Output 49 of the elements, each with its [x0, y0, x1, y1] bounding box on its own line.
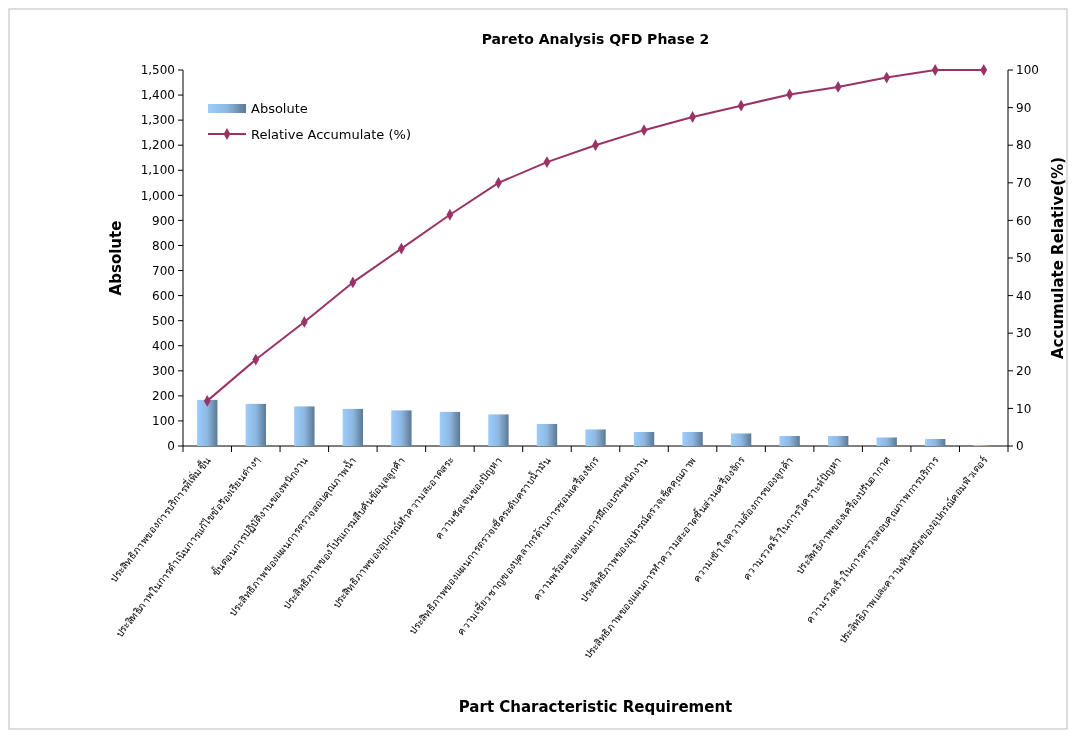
- y2-tick-label: 0: [1016, 439, 1024, 454]
- y2-tick-label: 60: [1016, 213, 1032, 228]
- y-tick-label: 300: [152, 364, 175, 378]
- bar: [876, 437, 897, 446]
- y2-tick-label: 50: [1016, 251, 1032, 266]
- y-axis-title: Absolute: [107, 220, 125, 296]
- bar: [827, 435, 849, 446]
- y-tick-label: 1,000: [140, 188, 175, 203]
- bar: [197, 399, 218, 446]
- bar: [633, 431, 655, 446]
- bar: [391, 410, 412, 446]
- y2-tick-label: 100: [1016, 63, 1039, 78]
- x-axis-title: Part Characteristic Requirement: [458, 698, 733, 716]
- y-tick-label: 1,300: [140, 113, 175, 128]
- y-tick-label: 1,400: [140, 88, 175, 103]
- legend-label: Absolute: [251, 100, 308, 116]
- legend-label: Relative Accumulate (%): [251, 126, 411, 142]
- y-tick-label: 200: [152, 389, 175, 404]
- y-tick-label: 1,500: [140, 63, 175, 78]
- bar: [488, 414, 509, 446]
- bar: [439, 411, 461, 446]
- y-tick-label: 400: [152, 338, 175, 353]
- y2-tick-label: 40: [1016, 288, 1032, 303]
- y-tick-label: 100: [152, 414, 175, 429]
- y2-axis-title: Accumulate Relative(%): [1049, 156, 1067, 360]
- y2-tick-label: 80: [1016, 138, 1032, 153]
- y2-tick-label: 20: [1016, 364, 1032, 378]
- bar: [925, 438, 946, 446]
- bar: [536, 423, 558, 446]
- chart-title: Pareto Analysis QFD Phase 2: [481, 31, 710, 47]
- y2-tick-label: 10: [1016, 401, 1032, 416]
- bar: [294, 406, 315, 446]
- y-tick-label: 1,100: [140, 163, 175, 178]
- y2-tick-label: 30: [1016, 326, 1032, 341]
- y-tick-label: 500: [152, 313, 175, 328]
- bar: [730, 433, 752, 446]
- y-tick-label: 600: [152, 288, 175, 303]
- y-tick-label: 800: [152, 238, 175, 253]
- y-tick-label: 1,200: [140, 138, 175, 153]
- y-tick-label: 0: [167, 439, 175, 454]
- bar: [682, 431, 703, 446]
- y2-tick-label: 90: [1016, 100, 1032, 115]
- y-tick-label: 700: [152, 263, 175, 278]
- y-tick-label: 900: [152, 213, 175, 228]
- bar: [779, 435, 800, 446]
- bar: [245, 403, 266, 446]
- y2-tick-label: 70: [1016, 176, 1032, 190]
- bar: [342, 408, 364, 446]
- bar: [585, 429, 606, 446]
